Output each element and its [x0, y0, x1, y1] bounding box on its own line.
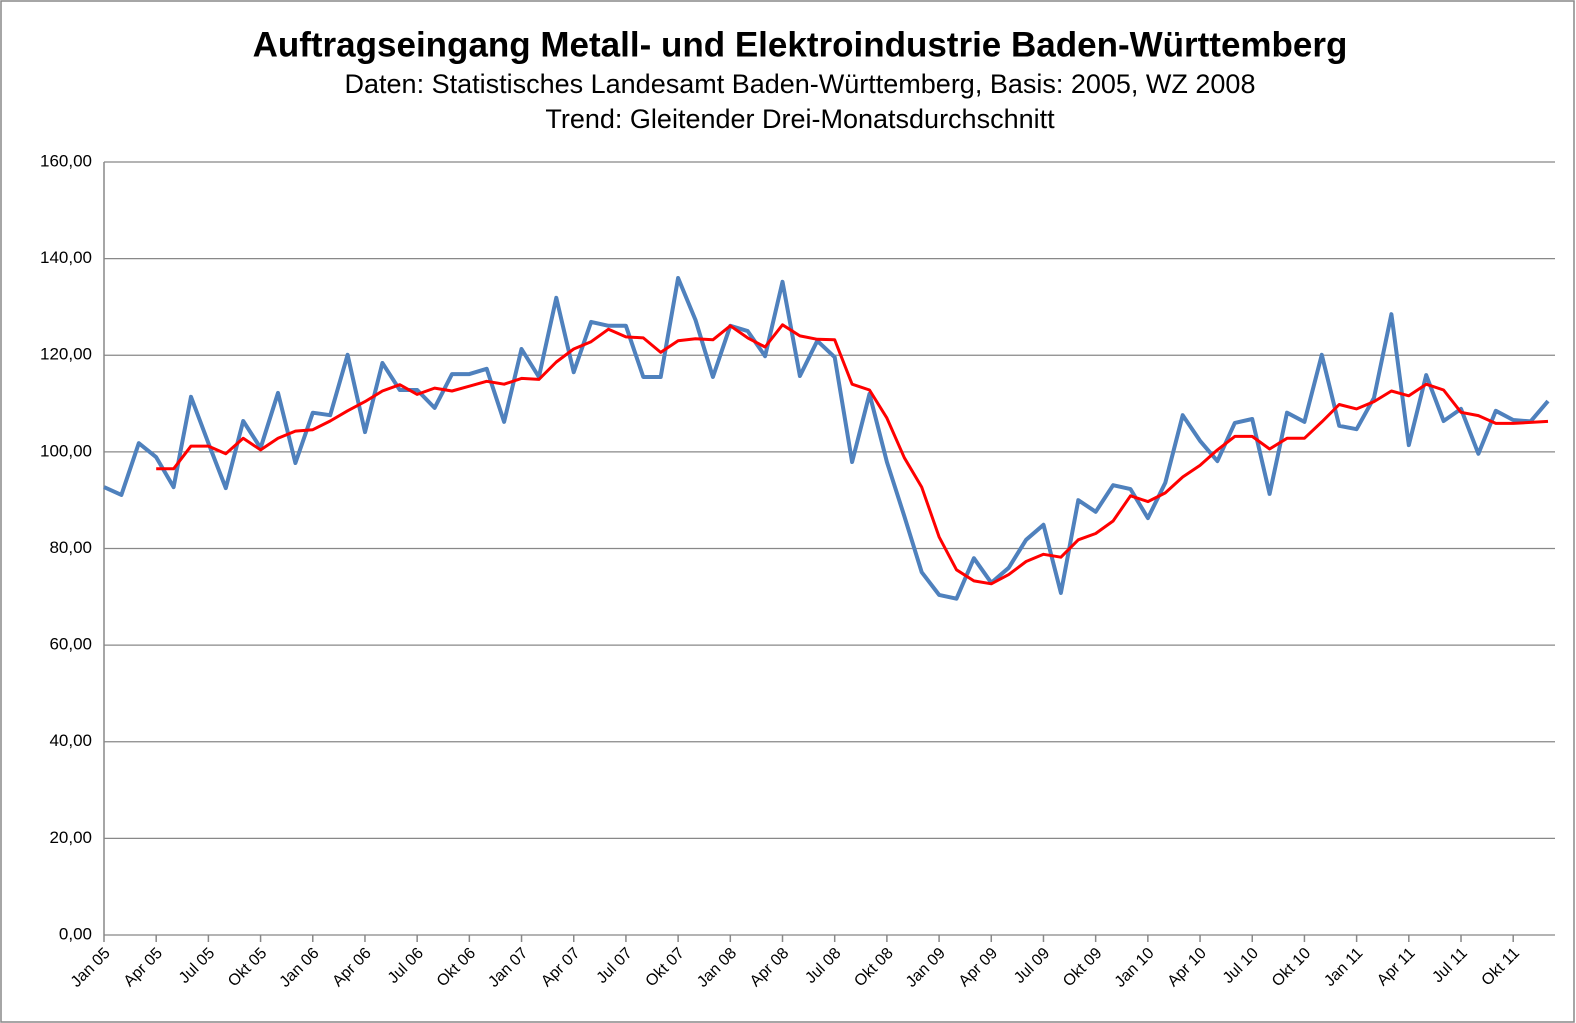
- data-line: [103, 276, 1550, 601]
- y-tick-label: 80,00: [49, 538, 92, 557]
- chart-subtitle: Daten: Statistisches Landesamt Baden-Wür…: [345, 69, 1256, 99]
- y-tick-label: 40,00: [49, 731, 92, 750]
- chart-title: Auftragseingang Metall- und Elektroindus…: [253, 25, 1348, 64]
- y-tick-label: 160,00: [40, 151, 92, 170]
- y-tick-label: 120,00: [40, 345, 92, 364]
- y-tick-label: 20,00: [49, 828, 92, 847]
- chart-subtitle: Trend: Gleitender Drei-Monatsdurchschnit…: [545, 104, 1055, 134]
- y-tick-label: 100,00: [40, 441, 92, 460]
- y-tick-label: 140,00: [40, 248, 92, 267]
- y-tick-label: 60,00: [49, 635, 92, 654]
- y-tick-label: 0,00: [59, 924, 92, 943]
- data-line: [156, 323, 1549, 586]
